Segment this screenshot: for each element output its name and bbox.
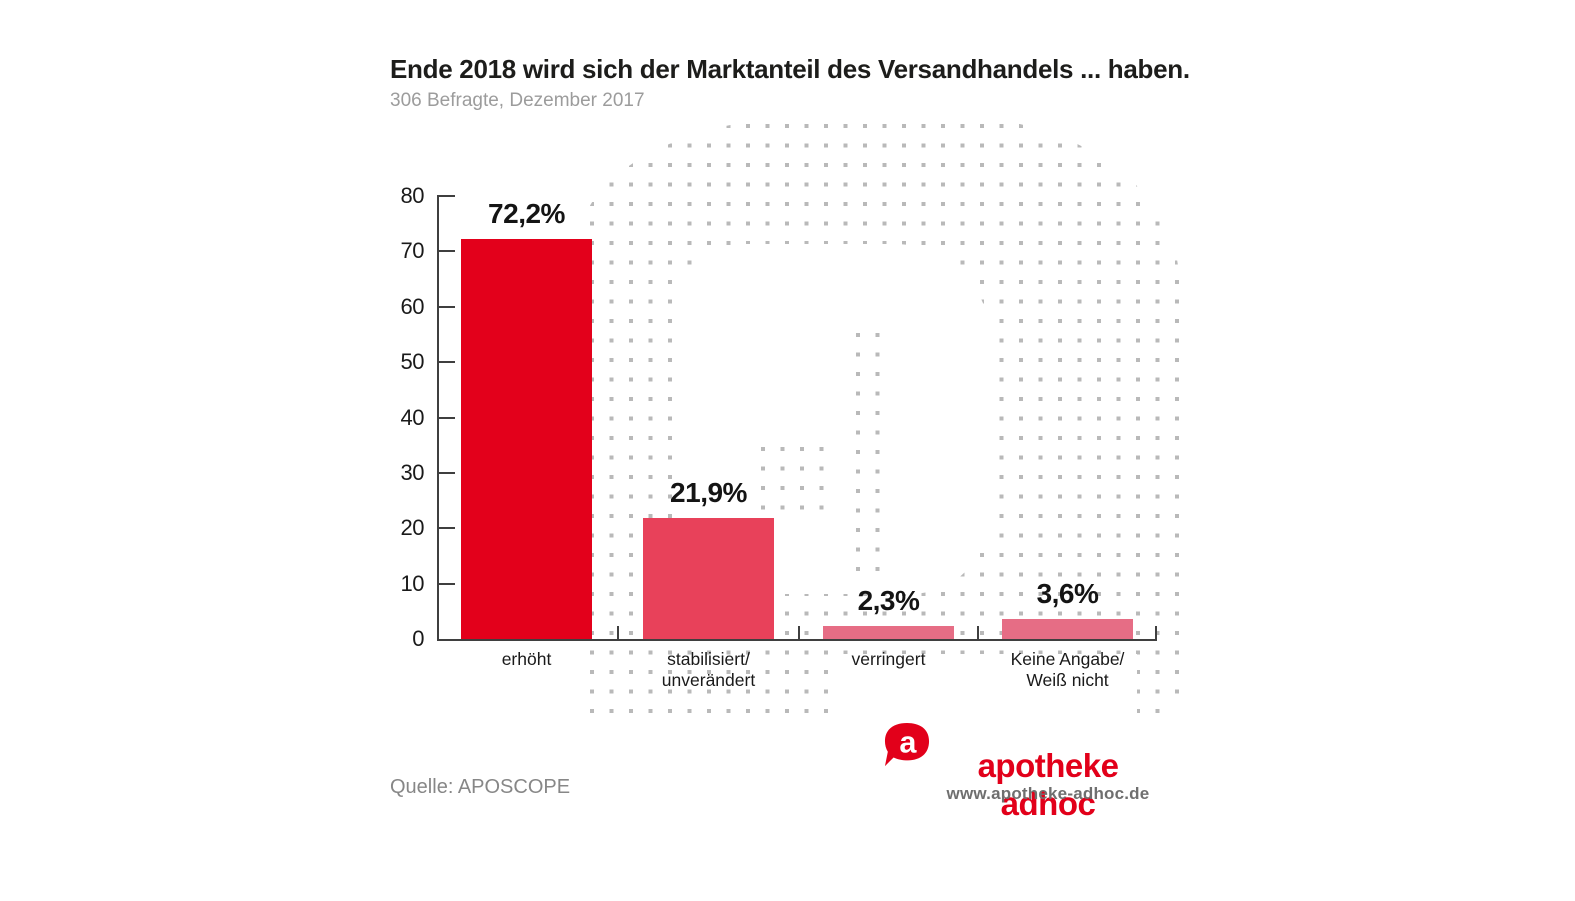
brand-icon-letter: a [899,726,917,760]
bar-value-label: 2,3% [857,585,920,616]
y-axis-tick [439,527,455,530]
y-axis-tick [439,471,455,474]
y-tick-label: 40 [400,404,425,430]
category-label-line: Weiß nicht [1026,670,1109,690]
bar-value-label: 3,6% [1036,578,1099,609]
y-tick-label: 60 [400,293,425,319]
x-axis-line [437,639,1157,641]
bar [643,518,774,639]
y-axis-line [437,195,439,641]
dot-cluster-a-stem [849,318,894,584]
y-tick-label: 10 [400,570,425,596]
category-label-line: stabilisiert/ [667,649,750,669]
y-axis-tick [439,582,455,585]
a-speech-bubble-icon: a [884,722,930,767]
brand-url: www.apotheke-adhoc.de [946,784,1150,803]
y-axis-tick [439,305,455,308]
page-subtitle: 306 Befragte, Dezember 2017 [390,90,645,111]
y-tick-label: 50 [400,349,425,375]
category-label-line: erhöht [501,649,552,669]
category-label: stabilisiert/unverändert [614,649,804,691]
y-tick-label: 0 [412,626,424,651]
brand-name: apotheke adhoc [977,747,1119,822]
bar [1002,619,1133,639]
x-axis-tick [617,626,619,639]
category-label-line: unverändert [661,670,756,690]
y-axis-tick [439,250,455,253]
x-axis-tick [977,626,979,639]
y-axis-tick [439,361,455,364]
y-tick-label: 80 [400,183,425,208]
y-axis-tick [439,195,455,197]
page-title: Ende 2018 wird sich der Marktanteil des … [390,54,1190,84]
y-tick-label: 30 [400,459,425,485]
source-note: Quelle: APOSCOPE [390,776,571,798]
x-axis-tick [798,626,800,639]
x-axis-tick [1155,626,1157,639]
y-tick-label: 20 [400,515,425,541]
category-label: Keine Angabe/Weiß nicht [973,649,1163,691]
bar [823,626,954,639]
category-label: erhöht [432,649,622,670]
y-tick-label: 70 [400,238,425,264]
bar [461,239,592,639]
category-label: verringert [794,649,984,670]
y-axis-tick [439,416,455,419]
category-label-line: Keine Angabe/ [1010,649,1125,669]
bar-value-label: 72,2% [488,198,565,229]
bar-value-label: 21,9% [670,477,747,508]
brand-logo: a apotheke adhoc www.apotheke-adhoc.de [884,720,1174,822]
dot-field-gap [835,654,1137,716]
category-label-line: verringert [851,649,926,669]
dot-cluster-a-bowl [753,435,831,511]
